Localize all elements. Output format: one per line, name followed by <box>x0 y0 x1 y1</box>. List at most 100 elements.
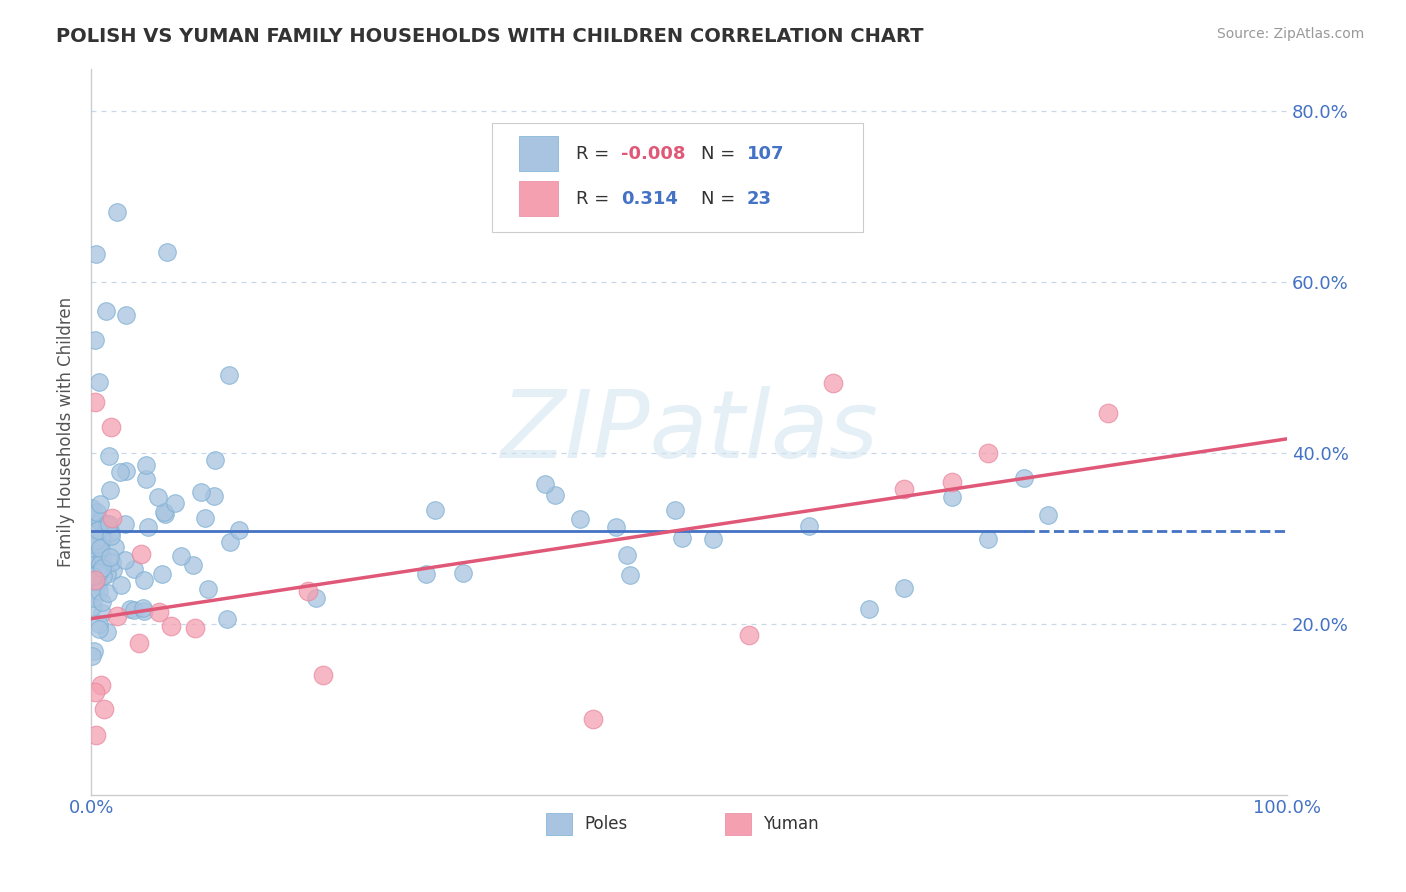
Point <box>84 574 107 588</box>
Text: POLISH VS YUMAN FAMILY HOUSEHOLDS WITH CHILDREN CORRELATION CHART: POLISH VS YUMAN FAMILY HOUSEHOLDS WITH C… <box>56 27 924 45</box>
Point <box>82 558 104 572</box>
Point <box>114 553 136 567</box>
Point <box>89 557 111 571</box>
Point <box>977 446 1000 460</box>
Point <box>97 586 120 600</box>
Point <box>153 504 176 518</box>
Point <box>146 490 169 504</box>
Point <box>202 489 225 503</box>
Point <box>858 602 880 616</box>
Point <box>122 603 145 617</box>
Text: -0.008: -0.008 <box>621 145 686 163</box>
Point <box>87 523 110 537</box>
Point <box>132 573 155 587</box>
Point <box>91 606 114 620</box>
Point <box>86 566 108 580</box>
Point <box>90 561 112 575</box>
Point <box>132 604 155 618</box>
Point <box>616 548 638 562</box>
Point <box>86 574 108 589</box>
Y-axis label: Family Households with Children: Family Households with Children <box>58 296 75 566</box>
Point <box>94 303 117 318</box>
Point <box>83 644 105 658</box>
Point <box>93 569 115 583</box>
Point <box>90 515 112 529</box>
Point <box>165 496 187 510</box>
Point <box>671 531 693 545</box>
Point <box>87 584 110 599</box>
Point <box>90 530 112 544</box>
Point <box>131 601 153 615</box>
Point <box>159 619 181 633</box>
Point <box>738 628 761 642</box>
Point <box>100 420 122 434</box>
Point <box>89 541 111 556</box>
Point <box>90 678 112 692</box>
Point <box>89 497 111 511</box>
Point <box>568 512 591 526</box>
Point <box>534 477 557 491</box>
Point <box>170 549 193 563</box>
Point <box>605 520 627 534</box>
Text: Source: ZipAtlas.com: Source: ZipAtlas.com <box>1216 27 1364 41</box>
Point <box>98 549 121 564</box>
Point <box>150 566 173 581</box>
Point <box>181 558 204 573</box>
Point <box>228 523 250 537</box>
Point <box>87 537 110 551</box>
Point <box>197 582 219 596</box>
Point <box>453 566 475 580</box>
Point <box>619 568 641 582</box>
FancyBboxPatch shape <box>492 123 862 232</box>
Point <box>114 517 136 532</box>
Point <box>297 583 319 598</box>
Point <box>155 507 177 521</box>
Point <box>84 394 107 409</box>
Text: R =: R = <box>575 145 614 163</box>
Point <box>941 475 963 489</box>
Point <box>128 636 150 650</box>
Point <box>114 464 136 478</box>
Point <box>89 522 111 536</box>
Bar <box>519 181 558 216</box>
Text: 0.314: 0.314 <box>621 190 678 208</box>
Point <box>1012 471 1035 485</box>
Point <box>312 668 335 682</box>
Point <box>97 516 120 531</box>
Text: N =: N = <box>702 145 741 163</box>
Bar <box>725 813 751 835</box>
Point <box>93 517 115 532</box>
Point <box>136 519 159 533</box>
Point <box>204 453 226 467</box>
Text: 107: 107 <box>747 145 785 163</box>
Point <box>87 565 110 579</box>
Bar <box>546 813 572 835</box>
Point <box>96 517 118 532</box>
Point <box>110 577 132 591</box>
Point <box>821 376 844 391</box>
Point <box>90 595 112 609</box>
Point <box>122 562 145 576</box>
Point <box>105 608 128 623</box>
Point <box>82 568 104 582</box>
Point <box>118 602 141 616</box>
Point <box>114 308 136 322</box>
Point <box>217 612 239 626</box>
Point <box>893 482 915 496</box>
Point <box>83 575 105 590</box>
Point <box>91 532 114 546</box>
Point <box>93 702 115 716</box>
Point <box>543 488 565 502</box>
Point <box>129 547 152 561</box>
Point <box>84 685 107 699</box>
Point <box>84 533 107 547</box>
Bar <box>519 136 558 171</box>
Point <box>96 566 118 581</box>
Point <box>977 532 1000 546</box>
Point <box>82 501 104 516</box>
Point <box>135 458 157 472</box>
Point <box>415 566 437 581</box>
Point <box>190 484 212 499</box>
Point <box>101 563 124 577</box>
Point <box>702 532 724 546</box>
